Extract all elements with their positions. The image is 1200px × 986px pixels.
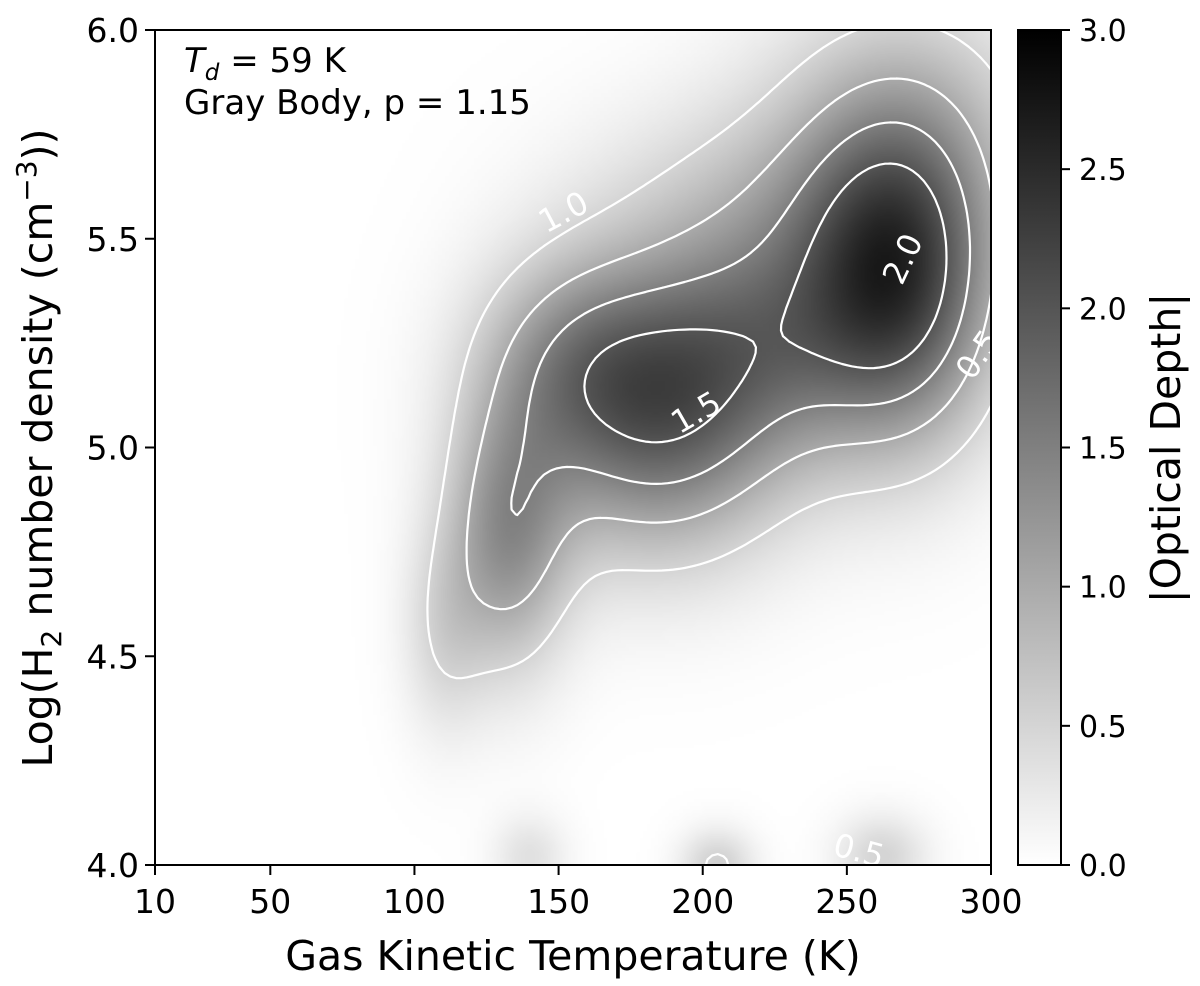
x-axis-label: Gas Kinetic Temperature (K) (285, 932, 860, 980)
x-tick-label: 300 (960, 882, 1023, 921)
colorbar-tick-label: 3.0 (1079, 14, 1127, 49)
colorbar-tick-label: 2.5 (1079, 153, 1127, 188)
y-axis-ticks: 4.0 4.5 5.0 5.5 6.0 (87, 11, 155, 885)
contour-lines (426, 28, 993, 867)
gray-body-annotation: Gray Body, p = 1.15 (184, 83, 531, 123)
x-tick-label: 150 (527, 882, 590, 921)
dust-temperature-annotation: Td = 59 K (184, 41, 348, 86)
y-tick-label: 5.5 (87, 220, 139, 259)
x-tick-label: 100 (383, 882, 446, 921)
contour-line-2 (583, 162, 948, 444)
colorbar-label: |Optical Depth| (1142, 293, 1190, 603)
colorbar (1017, 29, 1062, 866)
x-tick-label: 50 (249, 882, 291, 921)
x-tick-label: 10 (134, 882, 176, 921)
plot-area: 1.02.01.50.50.5 (155, 28, 1008, 875)
y-tick-label: 6.0 (87, 11, 139, 50)
colorbar-tick-label: 2.0 (1079, 292, 1127, 327)
y-tick-label: 5.0 (87, 429, 139, 468)
colorbar-ticks: 0.0 0.5 1.0 1.5 2.0 2.5 3.0 (1061, 14, 1127, 884)
colorbar-tick-label: 1.0 (1079, 571, 1127, 606)
y-tick-label: 4.0 (87, 846, 139, 885)
colorbar-tick-label: 0.5 (1079, 710, 1127, 745)
x-tick-label: 250 (815, 882, 878, 921)
x-tick-label: 200 (671, 882, 734, 921)
colorbar-tick-label: 0.0 (1079, 849, 1127, 884)
optical-depth-heatmap (155, 30, 991, 865)
contour-line-0.5 (426, 28, 993, 867)
contour-line-1.5 (510, 121, 972, 517)
y-axis-label: Log(H2 number density (cm−3)) (10, 128, 68, 767)
x-axis-ticks: 10 50 100 150 200 250 300 (134, 865, 1023, 921)
colorbar-tick-label: 1.5 (1079, 432, 1127, 467)
y-tick-label: 4.5 (87, 637, 139, 676)
contour-line-1 (465, 77, 993, 611)
